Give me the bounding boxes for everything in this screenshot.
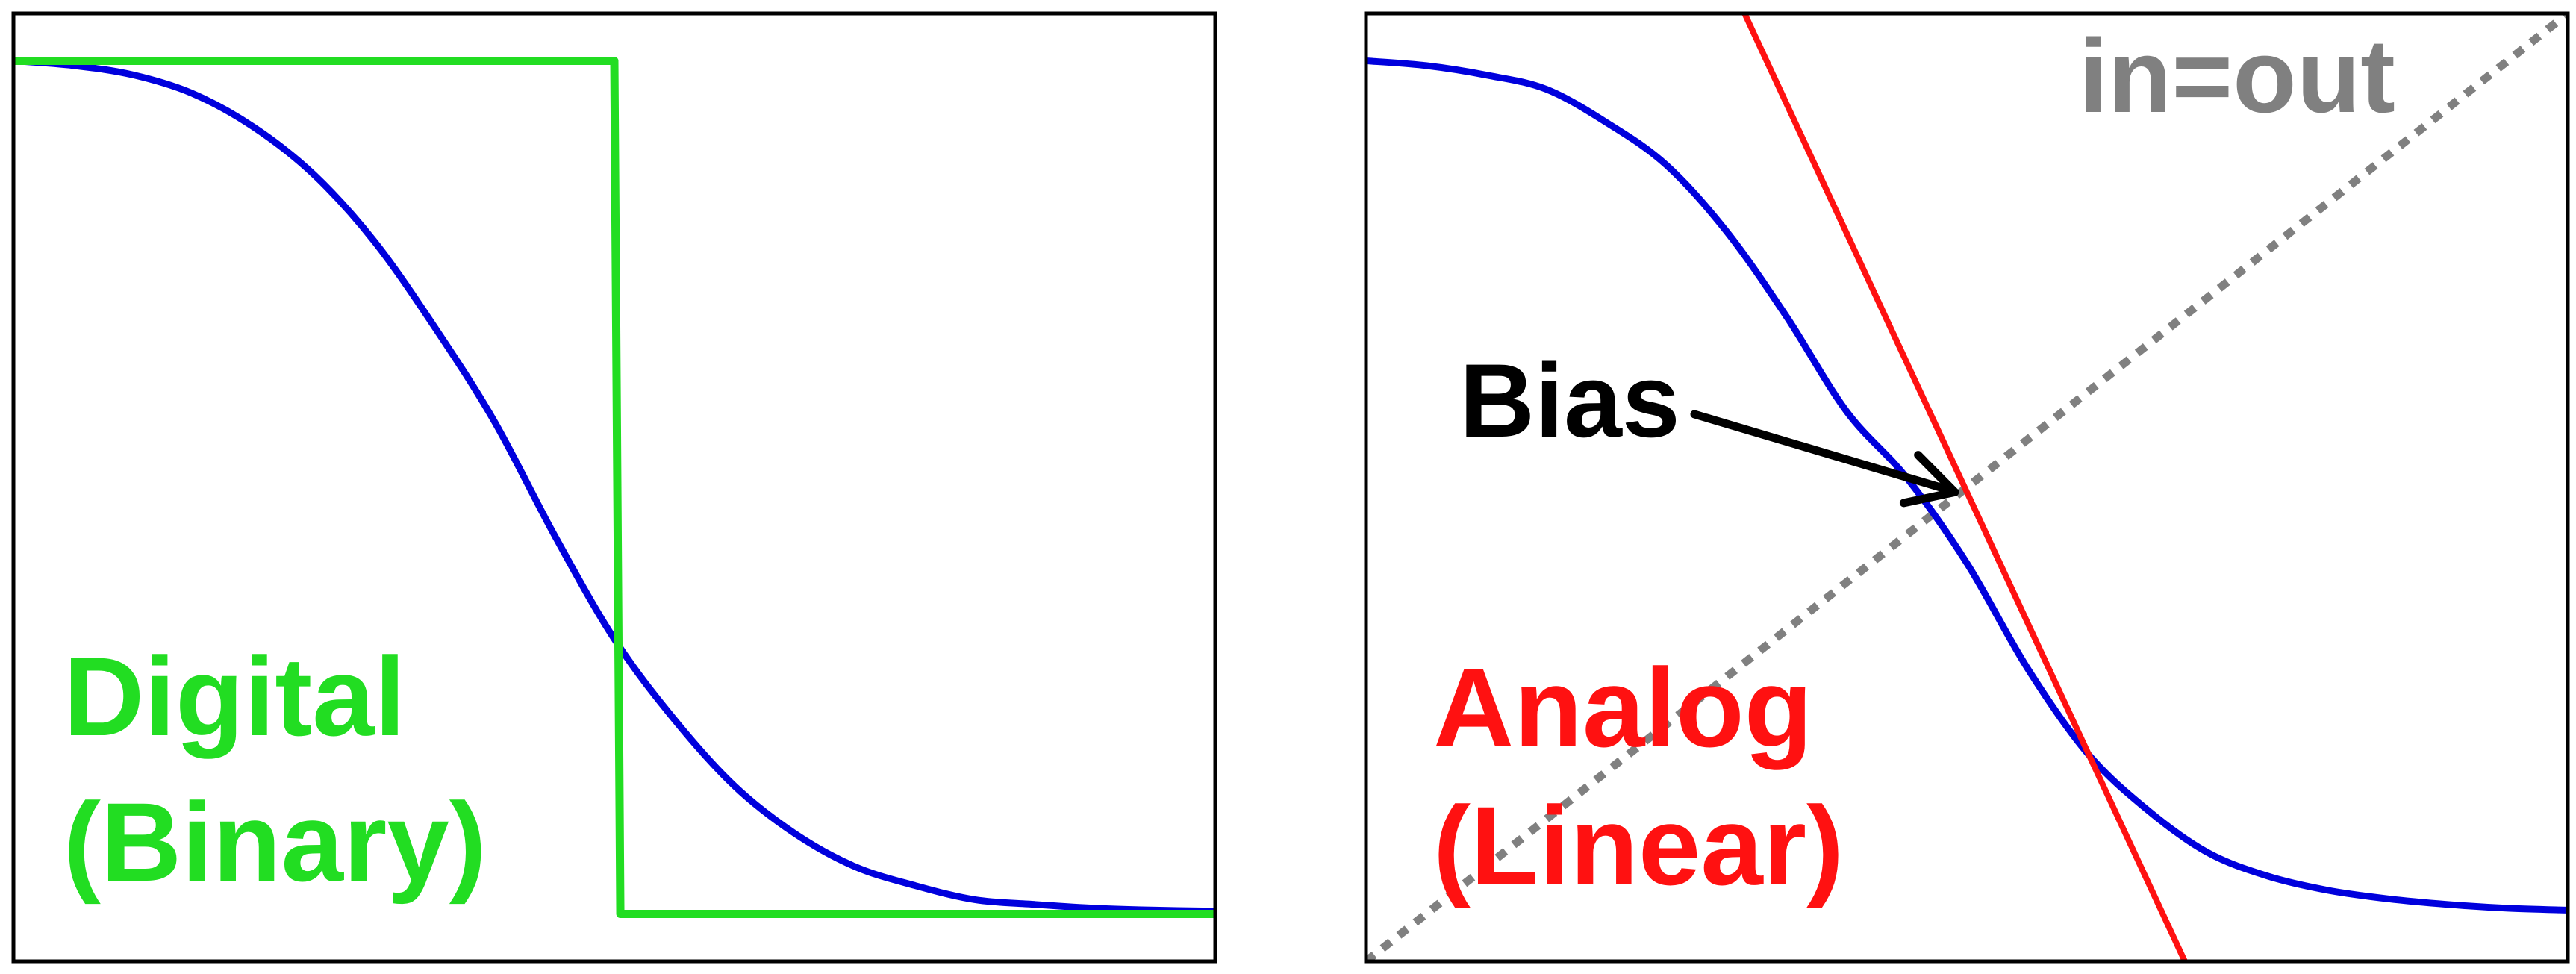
linear-label: (Linear) (1433, 783, 1844, 908)
digital-label: Digital (63, 634, 405, 759)
transfer-curve-line (13, 57, 1215, 915)
bias-arrow-head (1899, 451, 1959, 508)
digital-step-line (13, 57, 1215, 918)
analog-panel: in=out Bias Analog (Linear) (1364, 11, 2570, 964)
digital-panel: Digital (Binary) (11, 11, 1217, 964)
binary-label: (Binary) (63, 779, 487, 905)
digital-panel-frame (11, 11, 1217, 964)
analog-tangent-line (1741, 13, 2189, 961)
analog-label: Analog (1433, 645, 1812, 770)
analog-panel-frame (1364, 11, 2570, 964)
identity-line (1366, 13, 2568, 961)
bias-arrow-shaft (1690, 410, 1953, 494)
transfer-curve-line (1366, 57, 2568, 914)
bias-arrow (1690, 410, 1959, 508)
bias-label: Bias (1459, 342, 1680, 459)
identity-label: in=out (2079, 17, 2395, 134)
